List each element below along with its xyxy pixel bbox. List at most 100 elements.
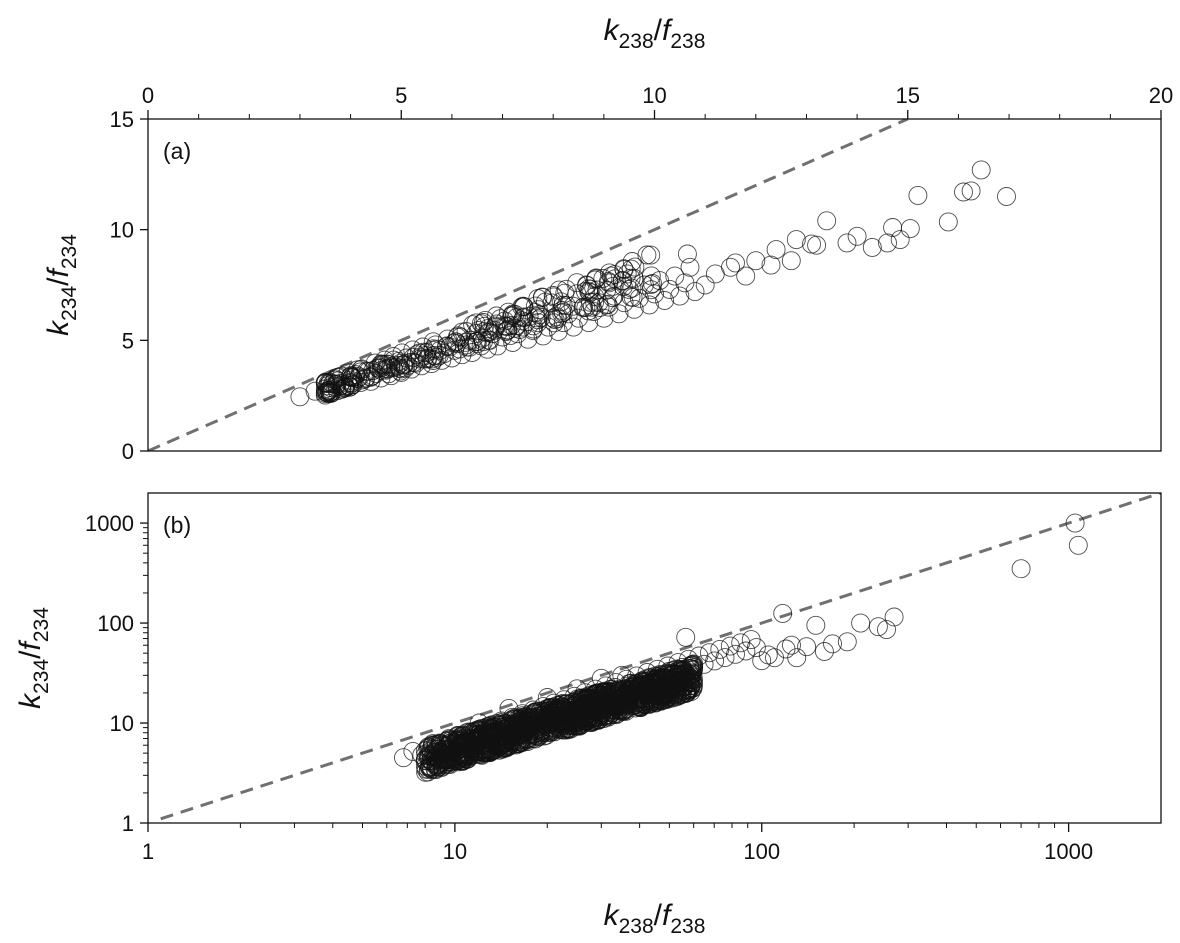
data-point-268 [341,370,361,390]
data-point-84 [637,245,657,265]
data-point-1697 [537,688,557,707]
data-point-372 [938,212,958,232]
data-point-1507 [518,719,538,739]
data-point-1583 [615,700,635,720]
data-point-321 [543,308,563,328]
data-point-1531 [559,711,579,731]
data-point-1633 [570,695,590,715]
data-point-1678 [814,642,834,661]
x-tick-label: 10 [443,839,467,864]
data-point-355 [721,257,740,277]
data-point-1619 [497,719,517,739]
data-point-197 [319,384,338,404]
x-axis-title-part-5: 238 [670,30,705,53]
data-point-109 [463,315,483,335]
data-point-1645 [632,674,652,694]
data-point-1604 [418,737,438,757]
data-point-1681 [851,613,871,633]
data-point-366 [862,237,882,257]
data-point-310 [488,336,507,356]
data-point-1508 [680,664,699,684]
data-point-349 [685,282,705,302]
data-point-1380 [602,700,622,719]
data-point-1673 [776,639,796,659]
data-point-1665 [731,633,751,653]
y-tick-label: 1 [122,811,134,836]
y-axis-title-part-4: f [42,267,75,278]
x-tick-label: 15 [896,83,920,108]
data-point-363 [817,211,837,231]
data-point-380 [599,273,619,293]
y-axis-title-part-1: k [14,692,47,709]
data-point-329 [584,302,604,322]
x-axis-title-part-1: k [604,14,621,47]
data-point-278 [376,360,396,380]
data-points [394,513,1088,782]
data-point-222 [525,296,545,316]
x-axis-title-part-5: 238 [670,915,705,938]
data-point-1595 [583,700,603,720]
data-point-1603 [412,745,432,765]
y-tick-label: 1000 [85,511,134,536]
data-point-1703 [659,679,679,699]
data-point-1618 [492,711,512,731]
data-point-1493 [540,721,560,741]
data-point-117 [549,280,569,300]
data-point-1674 [782,635,801,655]
data-point-279 [379,355,399,375]
x-tick-label: 0 [142,83,154,108]
data-point-314 [508,324,528,344]
x-axis-title-part-2: 238 [619,915,654,938]
data-point-376 [997,187,1016,206]
data-point-1600 [430,733,450,753]
data-point-219 [641,275,661,295]
data-point-340 [639,295,659,315]
data-point-1615 [477,726,497,745]
data-point-352 [624,268,644,288]
data-point-1591 [652,690,672,710]
data-point-1639 [601,684,621,704]
data-point-262 [305,381,325,401]
data-point-1684 [884,607,904,627]
data-point-292 [422,354,442,374]
y-axis-title-part-4: f [14,640,47,651]
data-point-1606 [431,734,451,754]
data-point-101 [556,279,576,299]
x-axis-title-part-3: / [654,899,663,932]
x-axis-title: k238/f238 [604,899,706,938]
data-point-1641 [611,681,631,701]
data-point-1404 [431,753,451,773]
data-point-215 [579,301,598,321]
data-point-1602 [403,741,423,761]
y-axis-title-part-1: k [42,319,75,336]
data-point-316 [518,329,538,349]
data-point-377 [802,234,821,254]
data-point-371 [908,185,928,205]
data-point-1696 [499,698,519,718]
y-tick-label: 10 [110,218,134,243]
data-point-1557 [530,722,550,742]
data-point-373 [954,182,973,202]
data-point-1664 [726,644,745,664]
data-point-1574 [435,749,455,769]
data-point-283 [391,362,411,382]
y-tick-label: 15 [110,107,134,132]
data-point-1680 [837,632,857,652]
data-point-319 [533,326,553,346]
data-point-343 [655,291,675,310]
data-point-1682 [868,617,888,637]
data-point-353 [695,275,715,295]
x-tick-label: 20 [1149,83,1173,108]
x-tick-label: 100 [743,839,780,864]
x-axis-title-part-1: k [604,899,621,932]
data-point-1592 [421,750,441,770]
data-point-261 [290,387,310,407]
data-point-370 [900,219,920,239]
data-point-335 [614,293,634,313]
data-point-315 [513,317,533,337]
data-point-305 [467,334,487,354]
data-point-1677 [806,615,826,635]
data-point-1676 [797,637,817,657]
data-point-139 [403,347,423,367]
